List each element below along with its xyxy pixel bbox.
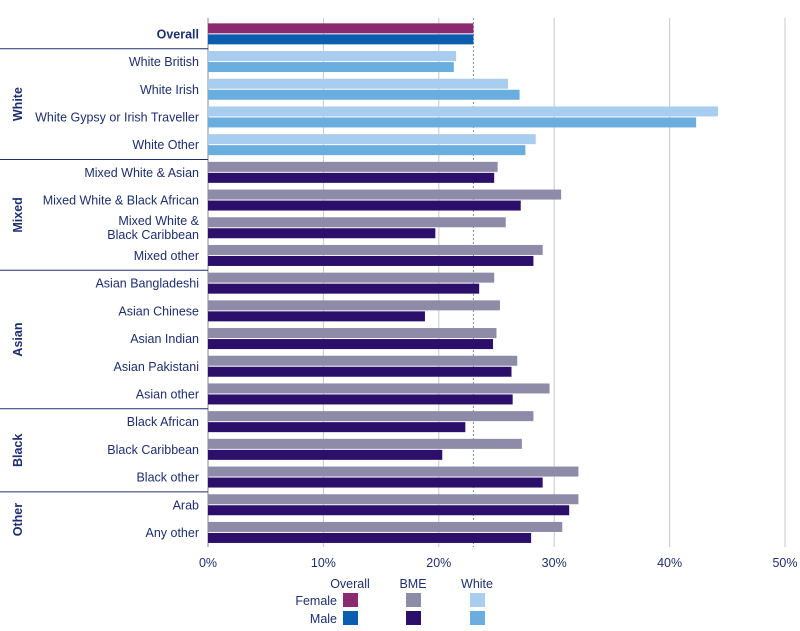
bar-male	[208, 505, 570, 516]
legend-swatch	[470, 593, 485, 607]
legend-column-label: BME	[399, 577, 426, 591]
group-labels: White Mixed Asian Black Other	[11, 87, 25, 536]
legend-row-label: Male	[310, 612, 337, 626]
bar-female	[208, 51, 457, 62]
legend-swatch	[406, 611, 421, 625]
bar-male	[208, 422, 466, 433]
bar-female	[208, 23, 474, 34]
category-label: Mixed White & Asian	[84, 166, 199, 180]
category-label: White Gypsy or Irish Traveller	[35, 110, 199, 124]
x-tick-label: 30%	[542, 556, 567, 570]
category-label: Black African	[127, 415, 199, 429]
category-label: White Other	[132, 138, 199, 152]
bar-female	[208, 466, 579, 477]
x-tick-label: 0%	[199, 556, 217, 570]
group-label: Other	[11, 503, 25, 536]
category-label: Black other	[136, 471, 199, 485]
category-label: Asian Bangladeshi	[95, 277, 199, 291]
category-label: Asian Chinese	[118, 304, 199, 318]
bar-male	[208, 283, 480, 294]
bar-female	[208, 272, 495, 283]
group-separators	[0, 48, 208, 493]
category-label: Overall	[157, 27, 199, 41]
bar-male	[208, 366, 512, 377]
category-label: Mixed White & Black African	[43, 194, 199, 208]
bar-female	[208, 383, 550, 394]
bar-male	[208, 145, 526, 156]
bar-male	[208, 62, 454, 73]
group-label: Black	[11, 434, 25, 467]
category-label: Mixed other	[134, 249, 199, 263]
legend-column-label: Overall	[330, 577, 370, 591]
bar-female	[208, 78, 509, 89]
bar-male	[208, 394, 513, 405]
category-label: Asian other	[136, 387, 199, 401]
category-label: Mixed White & Black Caribbean	[107, 214, 199, 242]
bar-male	[208, 339, 494, 350]
bar-male	[208, 532, 532, 543]
bar-female	[208, 161, 498, 172]
x-tick-label: 50%	[772, 556, 797, 570]
bar-female	[208, 244, 543, 255]
x-tick-label: 40%	[657, 556, 682, 570]
bar-male	[208, 117, 697, 128]
category-labels: Overall White British White Irish White Gyp…	[35, 27, 200, 540]
category-label: White British	[129, 55, 199, 69]
legend-swatch	[470, 611, 485, 625]
bar-female	[208, 521, 563, 532]
legend-row-label: Female	[295, 594, 337, 608]
bar-male	[208, 34, 474, 45]
bar-male	[208, 172, 495, 183]
bars	[208, 23, 719, 543]
bar-male	[208, 477, 543, 488]
group-label: White	[11, 87, 25, 121]
bar-female	[208, 134, 536, 145]
bar-male	[208, 449, 443, 460]
legend-swatch	[343, 611, 358, 625]
category-label: Asian Indian	[130, 332, 199, 346]
category-label: Arab	[173, 498, 199, 512]
bar-female	[208, 438, 522, 449]
group-label: Asian	[11, 323, 25, 357]
group-label: Mixed	[11, 197, 25, 232]
x-tick-label: 20%	[426, 556, 451, 570]
legend-column-label: White	[461, 577, 493, 591]
bar-female	[208, 106, 719, 117]
legend-swatch	[406, 593, 421, 607]
bar-female	[208, 217, 506, 228]
category-label: Asian Pakistani	[114, 360, 199, 374]
bar-male	[208, 228, 436, 239]
x-tick-label: 10%	[311, 556, 336, 570]
bar-female	[208, 355, 518, 366]
bar-female	[208, 411, 534, 422]
bar-male	[208, 89, 520, 100]
category-label: Any other	[145, 526, 199, 540]
bar-female	[208, 189, 562, 200]
bar-male	[208, 311, 425, 322]
x-axis-ticks: 0% 10% 20% 30% 40% 50%	[199, 556, 798, 570]
legend-swatch	[343, 593, 358, 607]
bar-female	[208, 328, 497, 339]
category-label: Black Caribbean	[107, 443, 199, 457]
bar-male	[208, 200, 521, 211]
bar-male	[208, 255, 534, 266]
bar-female	[208, 494, 579, 505]
category-label: White Irish	[140, 83, 199, 97]
bar-female	[208, 300, 500, 311]
legend: Overall BME White Female Male	[295, 577, 493, 626]
